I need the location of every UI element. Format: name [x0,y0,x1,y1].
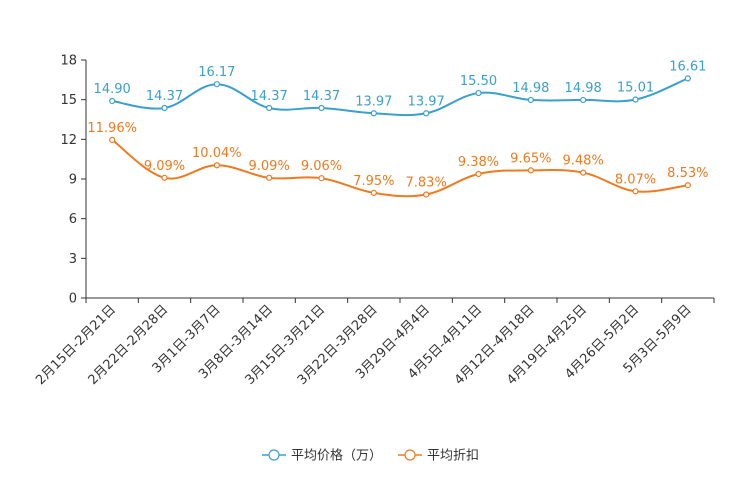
series-line [111,139,688,198]
data-label: 11.96% [87,121,137,136]
data-point [213,81,220,88]
data-point [423,191,430,198]
data-label: 15.01 [617,81,654,96]
data-point [580,96,587,104]
series-1: 14.90 14.37 16.17 14.37 14.37 13.97 13.97 15.50… [94,59,706,117]
y-tick-label: 18 [60,54,77,69]
y-tick-label: 6 [69,212,77,227]
data-label: 7.95% [353,174,394,189]
series-layer: 14.90 14.37 16.17 14.37 14.37 13.97 13.97 15.50… [87,59,708,198]
data-point [475,170,482,178]
series-line [112,77,689,117]
legend-marker [404,449,416,461]
data-label: 14.98 [512,81,549,96]
data-point [684,182,691,189]
data-point [423,110,430,117]
data-label: 14.90 [94,82,131,97]
series-2: 11.96% 9.09% 10.04% 9.09% 9.06% 7.95% 7.83% 9.3… [87,121,708,198]
legend-label: 平均折扣 [427,449,479,464]
data-label: 9.48% [563,154,604,169]
data-label: 14.37 [146,89,183,104]
y-tick-label: 3 [69,252,77,267]
data-point [318,175,325,182]
data-point [266,104,273,112]
y-tick-label: 12 [60,133,77,148]
data-label: 14.37 [251,89,288,104]
data-label: 13.97 [355,94,392,109]
data-label: 9.38% [458,155,499,170]
data-label: 7.83% [406,175,447,190]
data-label: 9.09% [144,159,185,174]
data-label: 10.04% [192,146,242,161]
data-label: 9.06% [301,159,342,174]
data-point [632,96,639,103]
x-axis: 2月15日-2月21日2月22日-2月28日3月1日-3月7日3月8日-3月14… [33,297,715,388]
data-label: 14.98 [565,81,602,96]
y-tick-label: 15 [60,93,77,108]
data-label: 16.61 [669,59,706,74]
data-point [527,167,534,174]
data-label: 13.97 [408,94,445,109]
y-tick-label: 0 [69,292,77,307]
data-label: 8.53% [667,166,708,181]
data-label: 9.65% [510,151,551,166]
data-point [109,97,116,105]
data-label: 15.50 [460,74,497,89]
legend-item-2[interactable]: 平均折扣 [398,449,479,464]
data-point [213,162,220,169]
legend[interactable]: 平均价格（万） 平均折扣 [262,448,479,464]
legend-item-1[interactable]: 平均价格（万） [262,448,382,464]
data-point [109,136,116,143]
data-point [632,188,639,195]
data-point [684,75,691,82]
data-point [580,169,587,176]
data-point [475,89,482,97]
data-label: 14.37 [303,89,340,104]
data-point [318,104,325,112]
data-point [527,96,534,104]
data-point [370,189,377,196]
y-axis: 0 3 6 9 12 15 18 [60,54,87,307]
y-tick-label: 9 [69,173,77,188]
data-label: 9.09% [249,159,290,174]
data-label: 16.17 [198,65,235,80]
legend-marker [268,449,280,461]
data-point [161,174,168,181]
data-point [370,110,377,117]
data-point [161,104,168,112]
legend-label: 平均价格（万） [291,448,382,464]
data-point [266,174,273,181]
data-label: 8.07% [615,172,656,187]
